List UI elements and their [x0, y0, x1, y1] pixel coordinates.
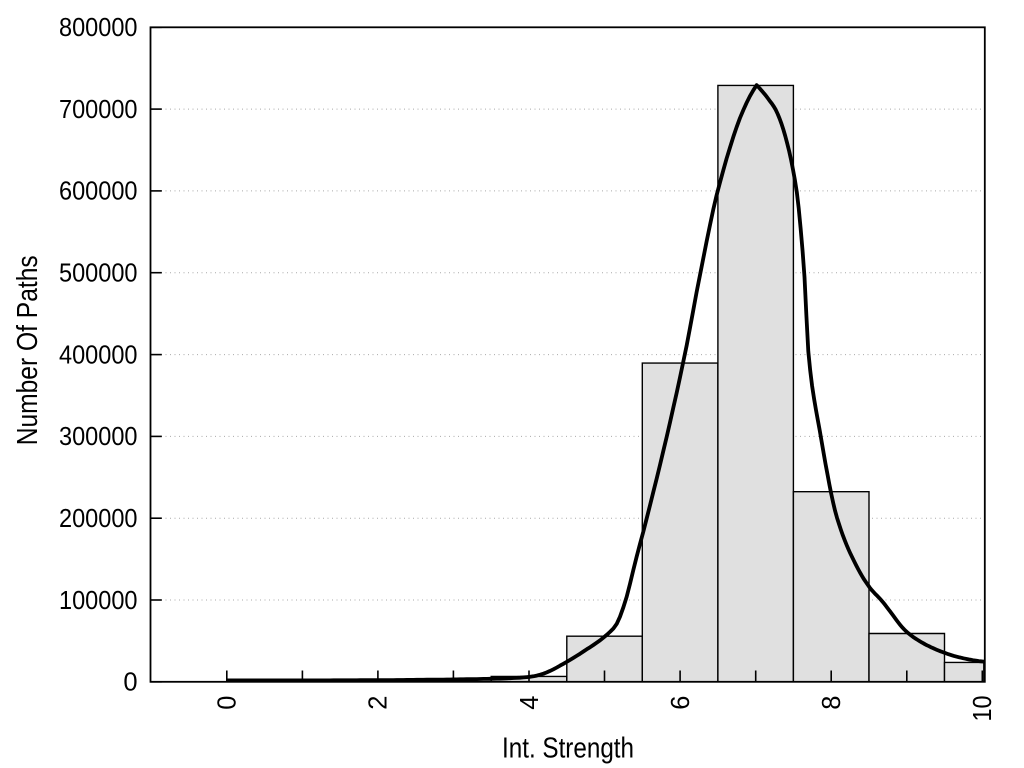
- svg-text:0: 0: [214, 696, 242, 710]
- svg-text:6: 6: [667, 696, 695, 710]
- svg-text:300000: 300000: [59, 423, 138, 451]
- svg-text:2: 2: [365, 696, 393, 710]
- svg-text:500000: 500000: [59, 260, 138, 288]
- svg-text:Number Of Paths: Number Of Paths: [12, 255, 44, 445]
- svg-text:200000: 200000: [59, 505, 138, 533]
- svg-text:0: 0: [123, 669, 137, 697]
- svg-text:700000: 700000: [59, 96, 138, 124]
- svg-text:800000: 800000: [59, 14, 138, 42]
- svg-text:400000: 400000: [59, 341, 138, 369]
- svg-text:8: 8: [818, 696, 846, 710]
- svg-text:10: 10: [969, 696, 997, 722]
- svg-text:Int. Strength: Int. Strength: [502, 733, 634, 765]
- svg-text:100000: 100000: [59, 587, 138, 615]
- svg-text:4: 4: [516, 696, 544, 710]
- svg-text:600000: 600000: [59, 178, 138, 206]
